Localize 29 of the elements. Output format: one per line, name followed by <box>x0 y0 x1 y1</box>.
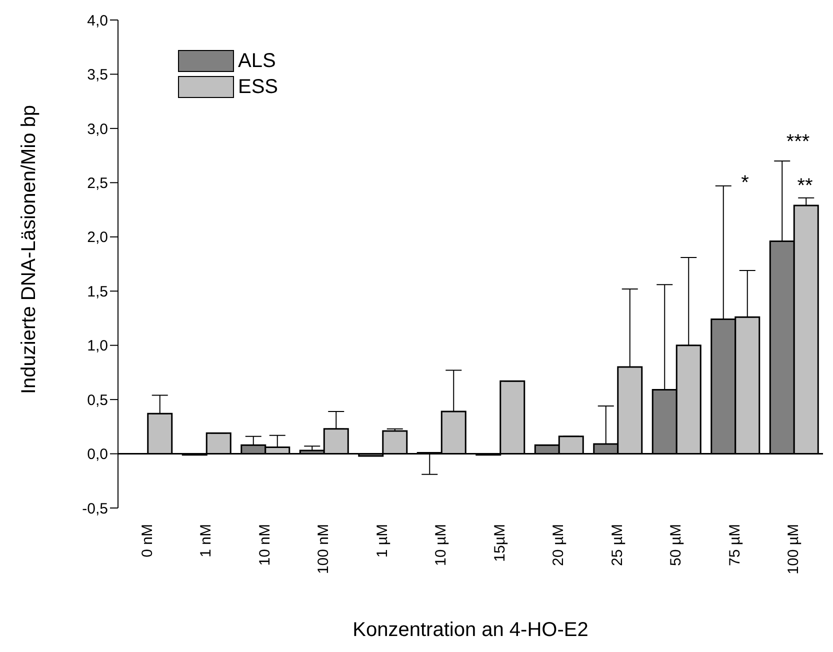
annotation: *** <box>786 131 810 153</box>
y-tick-label: 4,0 <box>87 12 108 30</box>
x-tick-label: 50 µM <box>668 524 685 566</box>
x-tick-label: 100 nM <box>315 524 332 574</box>
y-tick-label: 2,0 <box>87 229 108 246</box>
y-tick-label: 3,0 <box>87 120 108 138</box>
y-tick-label: 0,0 <box>87 446 108 464</box>
x-tick-label: 1 nM <box>198 524 215 558</box>
x-axis-title: Konzentration an 4-HO-E2 <box>352 619 588 641</box>
x-tick-label: 15µM <box>491 524 508 562</box>
y-tick-label: 2,5 <box>87 174 108 192</box>
x-tick-label: 10 µM <box>432 524 450 566</box>
y-tick-label: -0,5 <box>82 500 108 518</box>
x-tick-label: 0 nM <box>138 524 156 558</box>
y-tick-label: 3,5 <box>87 66 108 84</box>
x-tick-label: 1 µM <box>374 524 391 558</box>
y-tick-label: 1,0 <box>87 338 108 355</box>
x-tick-label: 100 µM <box>785 524 802 574</box>
legend-label: ESS <box>238 76 278 98</box>
x-tick-label: 25 µM <box>608 524 626 566</box>
y-tick-label: 0,5 <box>87 392 108 409</box>
x-tick-label: 75 µM <box>726 524 744 566</box>
y-tick-label: 1,5 <box>87 283 108 300</box>
x-tick-label: 20 µM <box>550 524 568 566</box>
annotation: * <box>741 172 749 194</box>
y-axis-title: Induzierte DNA-Läsionen/Mio bp <box>18 104 40 394</box>
x-tick-label: 10 nM <box>256 524 274 566</box>
annotation: ** <box>797 175 813 197</box>
legend-label: ALS <box>238 50 276 72</box>
